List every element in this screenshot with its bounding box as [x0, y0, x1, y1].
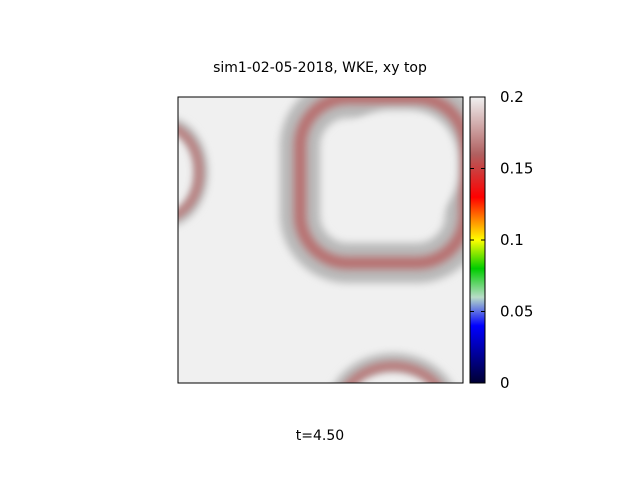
ring-structure-left-edge — [178, 119, 208, 225]
colorbar-tick-label: 0.1 — [500, 231, 524, 249]
time-label: t=4.50 — [295, 428, 345, 444]
plot-frame — [177, 96, 464, 384]
colorbar-tick-label: 0.15 — [500, 160, 533, 178]
colorbar: 0 0.05 0.1 0.15 0.2 — [469, 88, 533, 392]
chart-title: sim1-02-05-2018, WKE, xy top — [213, 60, 427, 76]
heatmap-area — [178, 97, 463, 383]
colorbar-tick-label: 0.05 — [500, 303, 533, 321]
colorbar-tick-label: 0.2 — [500, 88, 524, 106]
colorbar-tick-label: 0 — [500, 374, 510, 392]
colorbar-ticks: 0 0.05 0.1 0.15 0.2 — [470, 88, 533, 392]
ring-structure-upper-right — [280, 97, 463, 283]
ring-structure-bottom-edge — [334, 353, 452, 383]
